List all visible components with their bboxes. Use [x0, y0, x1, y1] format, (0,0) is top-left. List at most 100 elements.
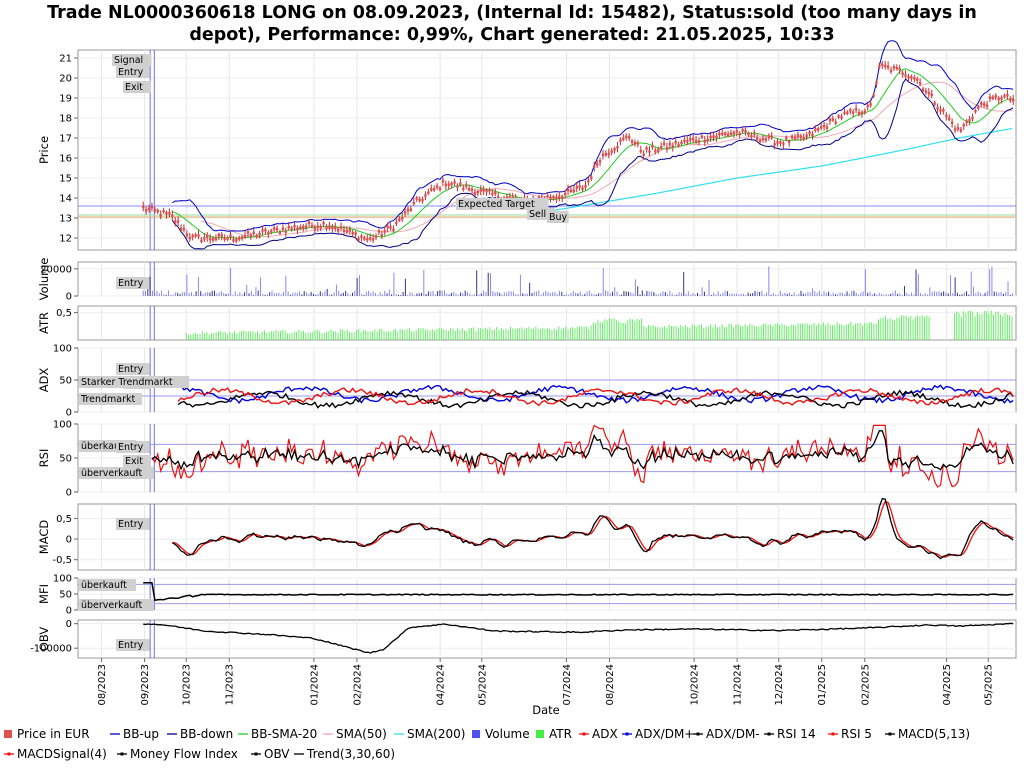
price-candle — [930, 93, 933, 97]
price-candle — [817, 128, 820, 131]
panel-frame-obv — [77, 619, 1017, 659]
price-candle — [878, 65, 881, 68]
price-candle — [863, 110, 867, 113]
legend-label-0: Price in EUR — [17, 727, 90, 741]
price-candle — [150, 205, 154, 209]
x-tick-4: 01/2024 — [309, 664, 320, 706]
price-candle — [793, 136, 797, 140]
y-tick-mfi-2: 100 — [53, 574, 72, 585]
legend-label-6: Volume — [485, 727, 530, 741]
price-candle — [473, 192, 477, 195]
price-candle — [773, 143, 776, 146]
price-candle — [671, 145, 674, 148]
price-candle — [206, 235, 209, 238]
price-candle — [249, 234, 253, 237]
price-candle — [459, 182, 462, 185]
price-candle — [846, 111, 849, 114]
price-candle — [625, 135, 628, 138]
price-candle — [642, 153, 645, 156]
rsi5-line — [151, 424, 1014, 488]
price-candle — [409, 208, 413, 211]
price-candle — [851, 111, 855, 114]
price-candle — [968, 118, 971, 122]
price-candle — [819, 126, 823, 129]
volume-entry-annotation: Entry — [118, 278, 144, 289]
legend-label-17: Trend(3,30,60) — [306, 747, 395, 761]
price-candle — [607, 152, 610, 156]
price-candle — [441, 179, 445, 183]
y-tick-mfi-0: 0 — [66, 606, 72, 617]
price-candle — [304, 225, 308, 229]
price-candle — [165, 212, 168, 215]
y-tick-macd-2: 0,5 — [56, 514, 72, 525]
price-candle — [761, 137, 765, 141]
legend-label-14: MACDSignal(4) — [17, 747, 107, 761]
price-candle — [246, 231, 250, 234]
price-candle — [389, 226, 392, 229]
price-candle — [866, 104, 869, 108]
price-candle — [703, 140, 706, 143]
y-axis-label-adx: ADX — [37, 368, 51, 393]
y-tick-price-2: 14 — [59, 194, 72, 205]
price-candle — [683, 139, 686, 142]
price-candle — [1003, 94, 1006, 98]
price-candle — [566, 188, 570, 192]
price-candle — [302, 226, 305, 229]
price-candle — [776, 141, 779, 144]
y-tick-atr-0: 0,5 — [56, 308, 72, 319]
price-candle — [924, 90, 928, 93]
price-candle — [639, 149, 642, 153]
price-candle — [435, 185, 439, 188]
y-tick-price-9: 21 — [59, 54, 72, 65]
price-candle — [613, 148, 616, 151]
price-candle — [587, 179, 590, 183]
price-candle — [339, 226, 343, 229]
price-candle — [168, 212, 171, 215]
price-candle — [569, 189, 573, 193]
price-candle — [689, 138, 692, 141]
macd-entry-annotation: Entry — [118, 519, 144, 530]
price-candle — [595, 163, 599, 166]
price-candle — [1009, 98, 1012, 102]
price-candle — [278, 231, 282, 234]
price-candle — [331, 226, 334, 230]
price-candle — [889, 69, 893, 73]
price-candle — [261, 229, 264, 232]
price-candle — [406, 208, 410, 212]
price-candle — [374, 235, 378, 238]
price-candle — [936, 106, 939, 110]
x-tick-8: 07/2024 — [562, 664, 573, 706]
y-tick-price-0: 12 — [59, 234, 72, 245]
y-tick-price-8: 20 — [59, 74, 72, 85]
adx-entry-annotation: Entry — [118, 364, 144, 375]
price-candle — [1006, 93, 1009, 97]
price-candle — [223, 237, 226, 240]
price-candle — [738, 132, 741, 136]
price-candle — [319, 225, 322, 229]
price-candle — [456, 185, 459, 188]
price-candle — [511, 196, 514, 200]
price-candle — [956, 127, 960, 130]
price-candle — [648, 150, 651, 153]
price-candle — [398, 218, 401, 221]
price-candle — [659, 145, 663, 149]
price-candle — [174, 220, 177, 223]
price-candle — [622, 137, 625, 141]
price-candle — [203, 237, 206, 240]
price-candle — [176, 220, 180, 223]
price-candle — [412, 201, 416, 205]
price-candle — [255, 234, 258, 238]
price-candle — [942, 109, 945, 112]
y-tick-price-7: 19 — [59, 94, 72, 105]
price-candle — [895, 66, 899, 70]
price-candle — [860, 111, 864, 115]
price-candle — [939, 109, 942, 112]
price-candle — [185, 233, 189, 236]
price-candle — [787, 140, 791, 144]
price-candle — [438, 187, 442, 191]
price-candle — [691, 137, 695, 141]
y-tick-rsi-0: 0 — [66, 488, 72, 499]
price-candle — [654, 149, 657, 153]
adx-dm-minus-line — [177, 389, 1014, 409]
